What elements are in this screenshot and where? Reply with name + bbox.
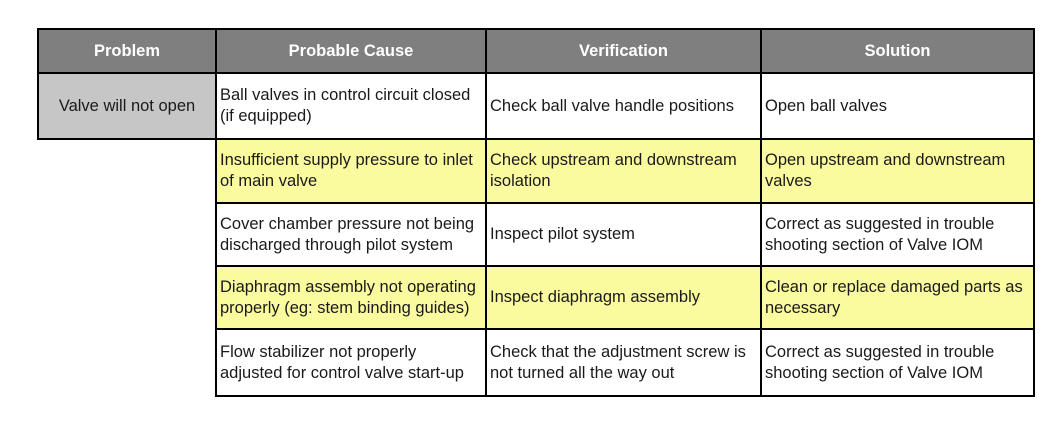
solution-cell: Correct as suggested in trouble shooting… bbox=[760, 202, 1035, 267]
problem-cell: Valve will not open bbox=[37, 72, 217, 140]
solution-cell: Open upstream and downstream valves bbox=[760, 138, 1035, 204]
empty-problem-cell bbox=[38, 329, 216, 396]
verification-cell: Check that the adjustment screw is not t… bbox=[485, 328, 762, 397]
verification-cell: Inspect diaphragm assembly bbox=[485, 265, 762, 330]
solution-cell: Open ball valves bbox=[760, 72, 1035, 140]
header-cell-solution: Solution bbox=[760, 28, 1035, 74]
verification-cell: Check upstream and downstream isolation bbox=[485, 138, 762, 204]
header-cell-probable-cause: Probable Cause bbox=[215, 28, 487, 74]
table-row: Insufficient supply pressure to inlet of… bbox=[38, 138, 1035, 204]
table-row: Diaphragm assembly not operating properl… bbox=[38, 265, 1035, 330]
empty-problem-cell bbox=[38, 203, 216, 266]
solution-cell: Correct as suggested in trouble shooting… bbox=[760, 328, 1035, 397]
cause-cell: Cover chamber pressure not being dischar… bbox=[215, 202, 487, 267]
table-row: Flow stabilizer not properly adjusted fo… bbox=[38, 328, 1035, 397]
solution-cell: Clean or replace damaged parts as necess… bbox=[760, 265, 1035, 330]
empty-problem-cell bbox=[38, 266, 216, 329]
table-row: Valve will not open Ball valves in contr… bbox=[37, 72, 1035, 140]
cause-cell: Diaphragm assembly not operating properl… bbox=[215, 265, 487, 330]
header-cell-problem: Problem bbox=[37, 28, 217, 74]
verification-cell: Check ball valve handle positions bbox=[485, 72, 762, 140]
empty-problem-cell bbox=[38, 139, 216, 203]
cause-cell: Flow stabilizer not properly adjusted fo… bbox=[215, 328, 487, 397]
table-row: Cover chamber pressure not being dischar… bbox=[38, 202, 1035, 267]
troubleshooting-table: Problem Probable Cause Verification Solu… bbox=[37, 28, 1035, 397]
header-cell-verification: Verification bbox=[485, 28, 762, 74]
header-row: Problem Probable Cause Verification Solu… bbox=[37, 28, 1035, 74]
verification-cell: Inspect pilot system bbox=[485, 202, 762, 267]
cause-cell: Insufficient supply pressure to inlet of… bbox=[215, 138, 487, 204]
cause-cell: Ball valves in control circuit closed (i… bbox=[215, 72, 487, 140]
